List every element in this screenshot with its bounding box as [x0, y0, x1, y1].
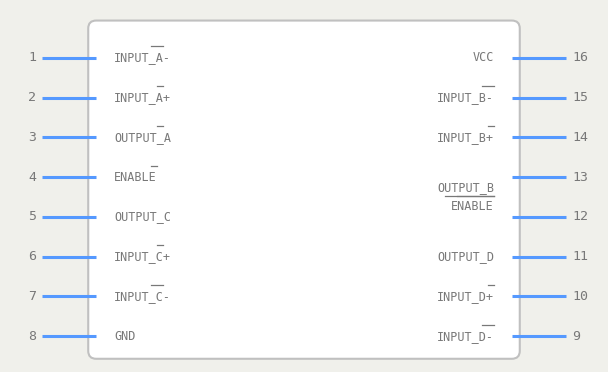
- Text: INPUT_B-: INPUT_B-: [437, 91, 494, 104]
- Text: INPUT_B+: INPUT_B+: [437, 131, 494, 144]
- Text: 10: 10: [572, 290, 588, 303]
- Text: OUTPUT_D: OUTPUT_D: [437, 250, 494, 263]
- Text: 13: 13: [572, 171, 588, 184]
- FancyBboxPatch shape: [88, 20, 520, 359]
- Text: 14: 14: [572, 131, 588, 144]
- Text: 9: 9: [572, 330, 580, 343]
- Text: 5: 5: [28, 211, 36, 224]
- Text: ENABLE: ENABLE: [114, 171, 157, 184]
- Text: 16: 16: [572, 51, 588, 64]
- Text: 12: 12: [572, 211, 588, 224]
- Text: GND: GND: [114, 330, 136, 343]
- Text: 6: 6: [28, 250, 36, 263]
- Text: 4: 4: [28, 171, 36, 184]
- Text: INPUT_C+: INPUT_C+: [114, 250, 171, 263]
- Text: OUTPUT_A: OUTPUT_A: [114, 131, 171, 144]
- Text: 11: 11: [572, 250, 588, 263]
- Text: 8: 8: [28, 330, 36, 343]
- Text: VCC: VCC: [472, 51, 494, 64]
- Text: 1: 1: [28, 51, 36, 64]
- Text: INPUT_A+: INPUT_A+: [114, 91, 171, 104]
- Text: 7: 7: [28, 290, 36, 303]
- Text: OUTPUT_C: OUTPUT_C: [114, 211, 171, 224]
- Text: 2: 2: [28, 91, 36, 104]
- Text: INPUT_A-: INPUT_A-: [114, 51, 171, 64]
- Text: ENABLE: ENABLE: [451, 201, 494, 214]
- Text: 15: 15: [572, 91, 588, 104]
- Text: INPUT_D+: INPUT_D+: [437, 290, 494, 303]
- Text: OUTPUT_B: OUTPUT_B: [437, 181, 494, 194]
- Text: INPUT_C-: INPUT_C-: [114, 290, 171, 303]
- Text: INPUT_D-: INPUT_D-: [437, 330, 494, 343]
- Text: 3: 3: [28, 131, 36, 144]
